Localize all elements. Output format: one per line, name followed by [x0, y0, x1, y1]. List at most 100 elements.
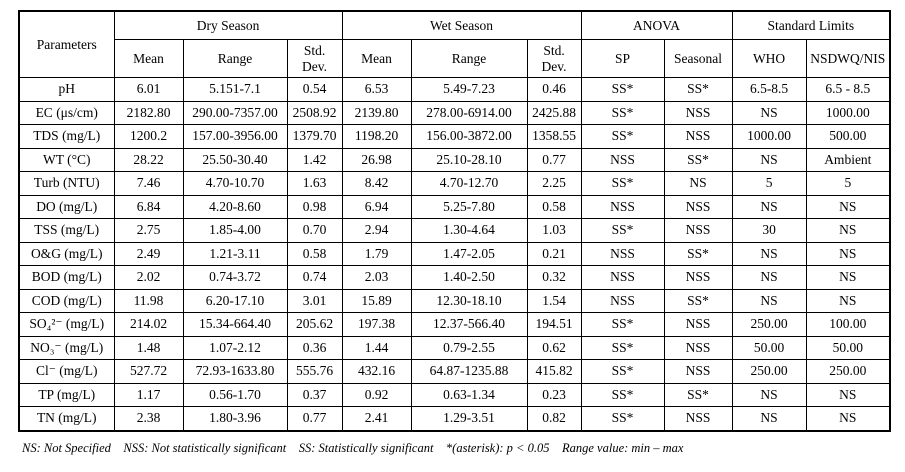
value-cell: 250.00: [731, 359, 807, 384]
value-cell: 6.53: [341, 77, 412, 102]
value-cell: NS: [731, 147, 807, 172]
value-cell: 1.29-3.51: [410, 406, 528, 431]
header-group-dry-season: Dry Season: [113, 10, 343, 40]
header-wet-range: Range: [410, 39, 528, 78]
value-cell: 6.94: [341, 194, 412, 219]
header-anova-sp: SP: [580, 39, 665, 78]
value-cell: 432.16: [341, 359, 412, 384]
header-group-wet-season: Wet Season: [341, 10, 582, 40]
value-cell: 0.62: [526, 335, 582, 360]
value-cell: NS: [805, 265, 891, 290]
value-cell: NSS: [663, 100, 733, 125]
value-cell: SS*: [580, 382, 665, 407]
value-cell: 2182.80: [113, 100, 184, 125]
value-cell: SS*: [580, 335, 665, 360]
parameter-cell: TN (mg/L): [18, 406, 115, 431]
value-cell: 1.30-4.64: [410, 218, 528, 243]
value-cell: 2.75: [113, 218, 184, 243]
value-cell: SS*: [580, 124, 665, 149]
value-cell: 3.01: [286, 288, 343, 313]
value-cell: NS: [663, 171, 733, 196]
value-cell: 50.00: [805, 335, 891, 360]
parameter-cell: TDS (mg/L): [18, 124, 115, 149]
parameter-cell: TSS (mg/L): [18, 218, 115, 243]
value-cell: 2508.92: [286, 100, 343, 125]
value-cell: 6.84: [113, 194, 184, 219]
table-row: EC (μs/cm) 2182.80 290.00-7357.00 2508.92 21…: [18, 100, 891, 125]
value-cell: SS*: [663, 147, 733, 172]
table-row: BOD (mg/L) 2.02 0.74-3.72 0.74 2.03 1.40-2.50…: [18, 265, 891, 290]
value-cell: SS*: [663, 288, 733, 313]
value-cell: 0.92: [341, 382, 412, 407]
value-cell: 50.00: [731, 335, 807, 360]
value-cell: NS: [805, 382, 891, 407]
header-dry-std-dev: Std. Dev.: [286, 39, 343, 78]
value-cell: 15.34-664.40: [182, 312, 288, 337]
parameter-cell: DO (mg/L): [18, 194, 115, 219]
header-wet-std-dev: Std. Dev.: [526, 39, 582, 78]
header-wet-mean: Mean: [341, 39, 412, 78]
value-cell: NSS: [580, 147, 665, 172]
value-cell: 64.87-1235.88: [410, 359, 528, 384]
parameter-cell: TP (mg/L): [18, 382, 115, 407]
value-cell: 2139.80: [341, 100, 412, 125]
footnote: NS: Not Specified NSS: Not statistically…: [22, 441, 684, 455]
value-cell: NS: [805, 194, 891, 219]
value-cell: SS*: [580, 359, 665, 384]
value-cell: 25.10-28.10: [410, 147, 528, 172]
value-cell: NSS: [663, 312, 733, 337]
value-cell: 12.30-18.10: [410, 288, 528, 313]
value-cell: 1.79: [341, 241, 412, 266]
value-cell: SS*: [580, 171, 665, 196]
value-cell: 1198.20: [341, 124, 412, 149]
table-row: NO₃⁻ (mg/L) 1.48 1.07-2.12 0.36 1.44 0.79-2.5…: [18, 335, 891, 360]
value-cell: 278.00-6914.00: [410, 100, 528, 125]
value-cell: 1200.2: [113, 124, 184, 149]
value-cell: SS*: [580, 218, 665, 243]
value-cell: NSS: [580, 241, 665, 266]
value-cell: 0.21: [526, 241, 582, 266]
value-cell: 5.49-7.23: [410, 77, 528, 102]
value-cell: 157.00-3956.00: [182, 124, 288, 149]
value-cell: 4.70-10.70: [182, 171, 288, 196]
value-cell: NSS: [580, 265, 665, 290]
value-cell: 0.58: [286, 241, 343, 266]
value-cell: NSS: [663, 359, 733, 384]
value-cell: NSS: [580, 194, 665, 219]
parameter-cell: Turb (NTU): [18, 171, 115, 196]
value-cell: 6.20-17.10: [182, 288, 288, 313]
value-cell: 4.20-8.60: [182, 194, 288, 219]
value-cell: 0.36: [286, 335, 343, 360]
value-cell: 5: [731, 171, 807, 196]
value-cell: Ambient: [805, 147, 891, 172]
parameter-cell: NO₃⁻ (mg/L): [18, 335, 115, 360]
table-row: O&G (mg/L) 2.49 1.21-3.11 0.58 1.79 1.47-2.05…: [18, 241, 891, 266]
value-cell: 6.01: [113, 77, 184, 102]
value-cell: 1.17: [113, 382, 184, 407]
value-cell: 0.23: [526, 382, 582, 407]
value-cell: 1.44: [341, 335, 412, 360]
value-cell: 0.79-2.55: [410, 335, 528, 360]
value-cell: NS: [805, 218, 891, 243]
value-cell: NS: [731, 288, 807, 313]
table-row: pH 6.01 5.151-7.1 0.54 6.53 5.49-7.23 0.46 SS* S…: [18, 77, 891, 102]
value-cell: NS: [805, 288, 891, 313]
table-row: TN (mg/L) 2.38 1.80-3.96 0.77 2.41 1.29-3.51 0…: [18, 406, 891, 431]
value-cell: 555.76: [286, 359, 343, 384]
value-cell: 0.74-3.72: [182, 265, 288, 290]
value-cell: 2.94: [341, 218, 412, 243]
value-cell: 7.46: [113, 171, 184, 196]
header-dry-mean: Mean: [113, 39, 184, 78]
value-cell: 0.74: [286, 265, 343, 290]
value-cell: 25.50-30.40: [182, 147, 288, 172]
header-parameters: Parameters: [18, 10, 115, 78]
table-row: DO (mg/L) 6.84 4.20-8.60 0.98 6.94 5.25-7.80 0…: [18, 194, 891, 219]
value-cell: 4.70-12.70: [410, 171, 528, 196]
table-row: TSS (mg/L) 2.75 1.85-4.00 0.70 2.94 1.30-4.64…: [18, 218, 891, 243]
value-cell: 1379.70: [286, 124, 343, 149]
parameter-cell: COD (mg/L): [18, 288, 115, 313]
parameter-cell: EC (μs/cm): [18, 100, 115, 125]
value-cell: 527.72: [113, 359, 184, 384]
value-cell: 0.46: [526, 77, 582, 102]
